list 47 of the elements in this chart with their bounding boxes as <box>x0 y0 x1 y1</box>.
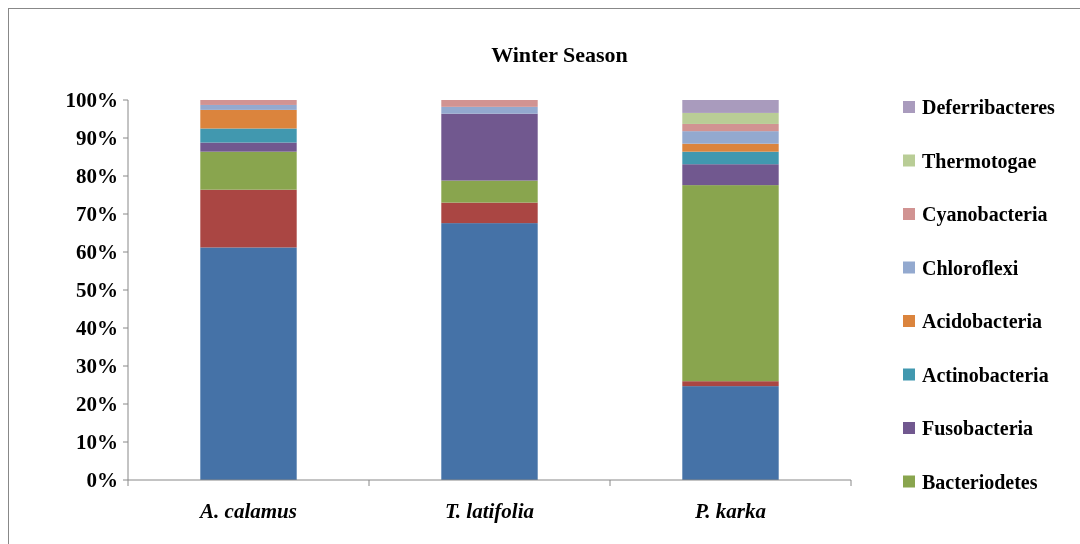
y-tick-label: 60% <box>76 240 118 265</box>
legend-label: Bacteriodetes <box>922 470 1038 493</box>
legend-label: Chloroflexi <box>922 256 1019 279</box>
bar <box>682 100 779 113</box>
y-tick-label: 0% <box>86 468 118 493</box>
y-tick-label: 40% <box>76 316 118 341</box>
bar <box>441 180 538 203</box>
legend-label: Actinobacteria <box>922 363 1049 386</box>
bar <box>441 106 538 114</box>
bar <box>682 143 779 152</box>
x-tick-label: T. latifolia <box>444 499 535 523</box>
bar <box>200 109 297 129</box>
bar <box>682 185 779 382</box>
bar <box>200 100 297 105</box>
bar <box>200 128 297 143</box>
bar <box>682 386 779 480</box>
legend-label: Fusobacteria <box>922 417 1034 439</box>
bar <box>200 247 297 480</box>
y-tick-label: 80% <box>76 164 118 189</box>
bar <box>441 113 538 181</box>
bar <box>441 100 538 107</box>
x-tick-label: P. karka <box>694 499 766 523</box>
bar <box>682 151 779 165</box>
bar <box>200 151 297 190</box>
legend-label: Thermotogae <box>922 149 1037 173</box>
bar <box>682 123 779 132</box>
bar <box>441 223 538 480</box>
bar <box>682 164 779 186</box>
bar <box>200 189 297 248</box>
chart-title: Winter Season <box>491 42 628 67</box>
y-tick-label: 20% <box>76 392 118 417</box>
y-tick-label: 30% <box>76 354 118 379</box>
y-tick-label: 70% <box>76 202 118 227</box>
legend-label: Cyanobacteria <box>922 203 1048 226</box>
bar <box>200 142 297 152</box>
legend-label: Acidobacteria <box>922 310 1042 332</box>
legend-label: Deferribacteres <box>922 96 1056 118</box>
y-tick-label: 50% <box>76 278 118 303</box>
y-tick-label: 90% <box>76 126 118 151</box>
y-tick-label: 10% <box>76 430 118 455</box>
bar <box>682 381 779 387</box>
bar <box>200 104 297 110</box>
bar <box>441 202 538 224</box>
bar <box>682 112 779 124</box>
x-tick-label: A. calamus <box>198 499 297 523</box>
y-tick-label: 100% <box>65 88 118 113</box>
bar <box>682 131 779 144</box>
